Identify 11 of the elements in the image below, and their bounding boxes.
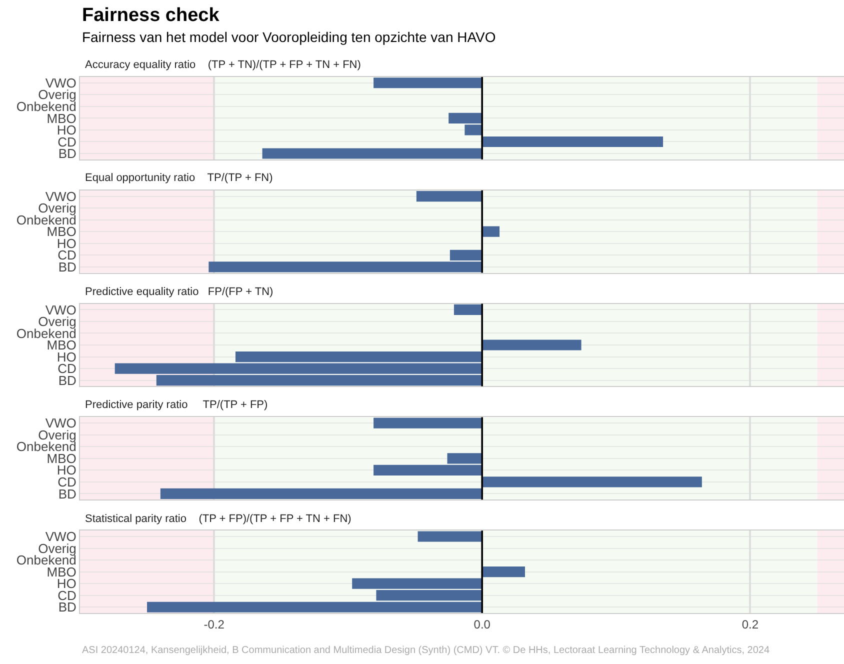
x-tick-label: 0.0 — [474, 617, 491, 632]
chart-title: Fairness check — [82, 5, 220, 26]
text: Equal opportunity ratio TP/(TP + FN) — [85, 172, 273, 184]
x-tick-label: 0.2 — [742, 617, 759, 632]
text: Predictive parity ratio TP/(TP + FP) — [85, 399, 268, 411]
text: Accuracy equality ratio (TP + TN)/(TP + FP + TN + FN) — [85, 59, 361, 71]
text: Statistical parity ratio (TP + FP)/(TP + FP + TN + FN) — [85, 513, 352, 525]
text: Predictive equality ratio FP/(FP + TN) — [85, 286, 274, 298]
text: ASI 20240124, Kansengelijkheid, B Communication and Multimedia Design (Synth) (CMD) VT. © De HHs, Lectoraat Learning Technology & Analytics, 2024 — [82, 645, 770, 656]
x-tick-label: -0.2 — [204, 617, 225, 632]
chart-subtitle: Fairness van het model voor Vooropleiding ten opzichte van HAVO — [82, 29, 496, 45]
